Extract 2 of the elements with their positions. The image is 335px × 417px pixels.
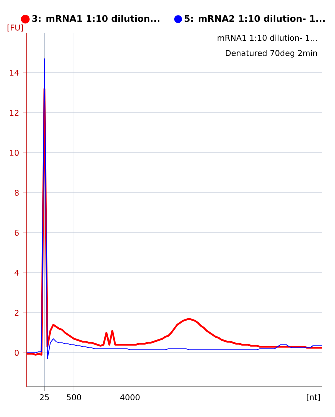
legend-label: 5: mRNA2 1:10 dilution- 1... — [184, 15, 325, 22]
legend-label: 3: mRNA1 1:10 dilution... — [32, 15, 160, 22]
